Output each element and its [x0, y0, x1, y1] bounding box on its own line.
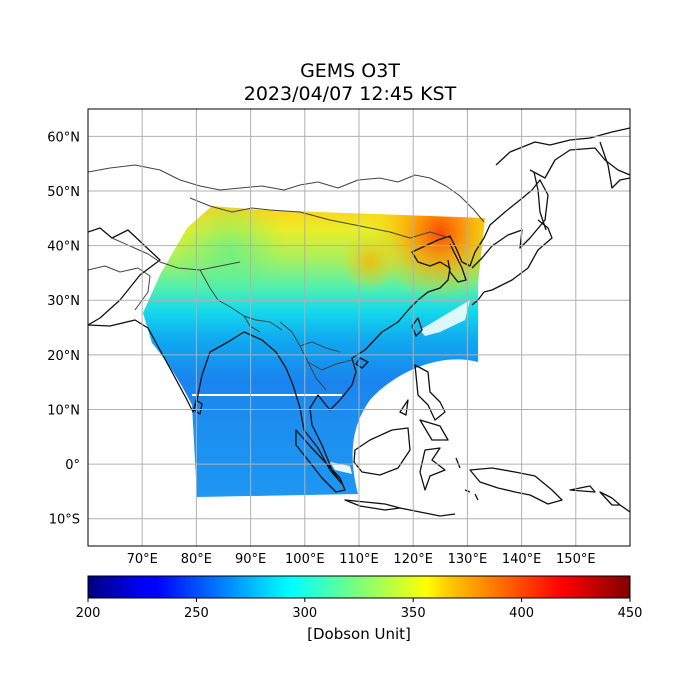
longitude-tick-label: 80°E: [181, 552, 212, 567]
longitude-tick-label: 120°E: [393, 552, 433, 567]
ozone-swath: [143, 206, 485, 497]
colorbar-tick-label: 250: [184, 606, 209, 621]
coastlines: [88, 127, 630, 517]
colorbar-label: [Dobson Unit]: [307, 625, 411, 643]
map-title: GEMS O3T: [300, 60, 400, 82]
latitude-tick-label: 10°N: [47, 403, 80, 418]
longitude-labels: 70°E 80°E 90°E 100°E 110°E 120°E 130°E 140°E 150…: [127, 552, 596, 567]
colorbar-tick-label: 350: [401, 606, 426, 621]
colorbar-ticks: 200 250 300 350 400 450: [76, 598, 643, 621]
colorbar-gradient: [87, 575, 631, 599]
missing-data-scanline: [192, 394, 342, 396]
longitude-tick-label: 140°E: [502, 552, 542, 567]
longitude-tick-label: 150°E: [556, 552, 596, 567]
longitude-tick-label: 70°E: [127, 552, 158, 567]
graticule: [88, 109, 630, 546]
map-frame: [87, 108, 631, 547]
missing-data-gap: [420, 300, 470, 336]
latitude-tick-label: 30°N: [47, 294, 80, 309]
latitude-tick-label: 10°S: [49, 513, 80, 528]
longitude-tick-label: 110°E: [339, 552, 379, 567]
latitude-tick-label: 0°: [65, 458, 80, 473]
colorbar-tick-label: 400: [509, 606, 534, 621]
longitude-tick-label: 130°E: [448, 552, 488, 567]
longitude-tick-label: 90°E: [235, 552, 266, 567]
colorbar-tick-label: 300: [292, 606, 317, 621]
latitude-tick-label: 20°N: [47, 349, 80, 364]
latitude-tick-label: 40°N: [47, 240, 80, 255]
latitude-tick-label: 50°N: [47, 185, 80, 200]
latitude-tick-label: 60°N: [47, 130, 80, 145]
longitude-tick-label: 100°E: [285, 552, 325, 567]
colorbar: 200 250 300 350 400 450 [Dobson Unit]: [76, 575, 643, 643]
colorbar-tick-label: 200: [76, 606, 101, 621]
map-subtitle-datetime: 2023/04/07 12:45 KST: [243, 83, 457, 105]
latitude-labels: 60°N 50°N 40°N 30°N 20°N 10°N 0° 10°S: [47, 130, 80, 527]
colorbar-tick-label: 450: [618, 606, 643, 621]
